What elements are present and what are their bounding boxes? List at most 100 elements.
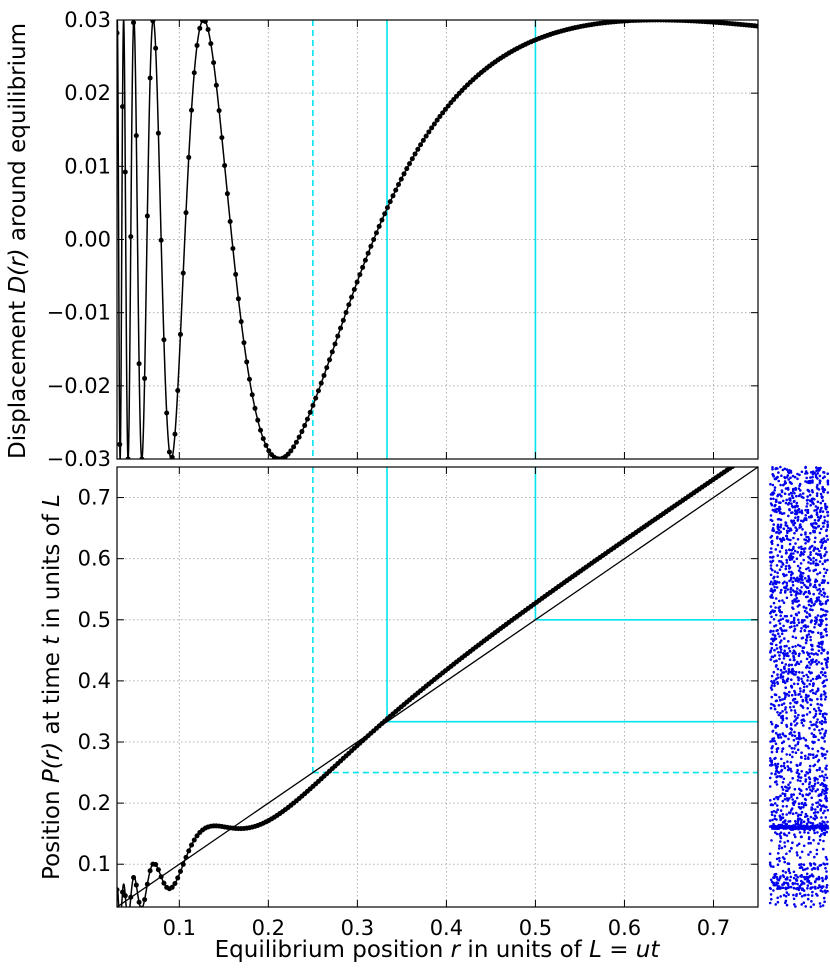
particle-point <box>804 757 807 760</box>
particle-point <box>822 690 826 693</box>
particle-point <box>772 601 776 605</box>
particle-point <box>775 586 779 589</box>
data-point <box>321 372 327 378</box>
particle-point <box>770 722 774 726</box>
particle-point <box>776 554 780 557</box>
particle-point <box>808 781 812 784</box>
particle-point <box>774 770 778 773</box>
particle-point <box>806 511 809 514</box>
particle-point <box>815 485 819 489</box>
particle-point <box>783 492 787 496</box>
particle-point <box>783 665 786 669</box>
data-point <box>376 223 382 229</box>
particle-point <box>807 566 810 570</box>
particle-point <box>805 638 808 641</box>
particle-point <box>768 863 772 866</box>
data-point <box>315 388 321 394</box>
particle-point <box>795 494 798 498</box>
particle-point <box>775 811 778 814</box>
particle-point <box>793 531 796 535</box>
particle-point <box>806 897 810 901</box>
particle-point <box>818 510 822 513</box>
particle-point <box>811 497 815 501</box>
data-point <box>139 456 145 459</box>
particle-point <box>814 887 817 890</box>
data-point <box>235 296 241 302</box>
particle-point <box>820 538 823 542</box>
particle-point <box>800 495 803 499</box>
particle-point <box>788 797 791 800</box>
particle-point <box>789 586 793 590</box>
particle-point <box>781 562 785 566</box>
particle-point <box>790 663 794 667</box>
particle-point <box>811 472 815 476</box>
particle-point <box>812 723 815 726</box>
particle-point <box>778 635 781 638</box>
particle-point <box>778 568 782 571</box>
particle-point <box>824 731 827 735</box>
particle-point <box>818 531 822 535</box>
data-point <box>407 161 413 167</box>
particle-point <box>795 722 799 725</box>
particle-point <box>815 552 818 555</box>
particle-point <box>782 886 785 890</box>
particle-point <box>818 838 822 842</box>
particle-point <box>787 647 791 650</box>
particle-point <box>778 622 782 625</box>
particle-point <box>770 898 773 901</box>
particle-point <box>799 489 802 492</box>
data-point <box>147 868 153 874</box>
particle-point <box>786 789 789 792</box>
particle-point <box>807 776 811 779</box>
data-point <box>749 451 754 456</box>
particle-point <box>818 902 822 905</box>
particle-point <box>800 533 803 537</box>
particle-point <box>794 645 797 648</box>
particle-point <box>775 876 779 879</box>
particle-point <box>791 635 795 638</box>
particle-point <box>825 750 829 753</box>
particle-point <box>777 735 780 738</box>
particle-point <box>812 592 815 596</box>
particle-point <box>777 824 780 828</box>
particle-point <box>826 558 829 562</box>
particle-point <box>791 589 795 592</box>
particle-point <box>796 682 800 686</box>
particle-point <box>784 501 788 505</box>
bottom-plot-frame <box>116 466 759 908</box>
particle-point <box>796 576 799 580</box>
particle-point <box>801 794 805 798</box>
data-point <box>302 423 308 429</box>
particle-point <box>826 820 829 824</box>
y-tick-label: 0.1 <box>78 852 111 876</box>
particle-point <box>769 589 773 593</box>
particle-point <box>783 697 786 701</box>
particle-point <box>792 522 795 526</box>
particle-point <box>817 524 821 528</box>
particle-point <box>806 884 810 887</box>
particle-point <box>792 682 796 686</box>
particle-point <box>800 545 803 549</box>
particle-point <box>798 523 802 527</box>
particle-point <box>822 784 825 788</box>
particle-point <box>811 747 814 751</box>
particle-point <box>821 562 824 566</box>
particle-point <box>787 526 790 530</box>
particle-point <box>771 466 774 469</box>
particle-point <box>784 652 787 655</box>
particle-point <box>824 877 827 881</box>
particle-point <box>805 567 808 571</box>
particle-point <box>814 814 817 817</box>
particle-point <box>770 695 774 699</box>
data-point <box>434 117 440 123</box>
particle-point <box>790 670 793 673</box>
particle-point <box>781 718 785 722</box>
top-ticks: −0.03 −0.02 −0.01 0.00 0.01 0.02 0.03 <box>47 8 758 471</box>
particle-point <box>807 481 810 485</box>
particle-point <box>780 661 784 664</box>
particle-point <box>776 575 779 578</box>
particle-point <box>807 653 810 657</box>
particle-point <box>815 596 819 600</box>
particle-point <box>816 644 820 648</box>
particle-point <box>772 797 776 801</box>
